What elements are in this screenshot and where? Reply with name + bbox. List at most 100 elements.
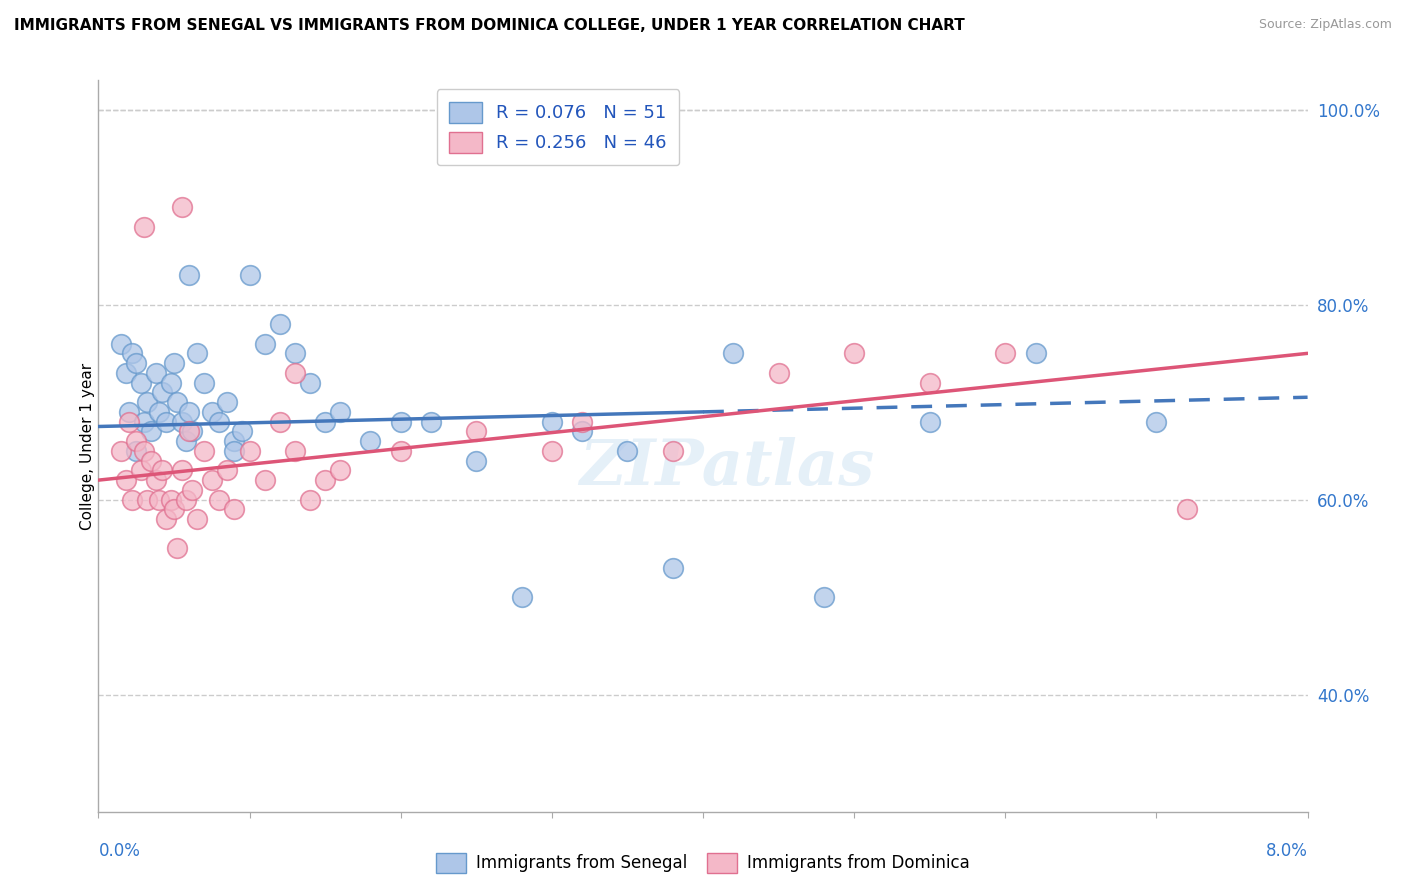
Point xyxy=(224,502,246,516)
Point xyxy=(166,395,188,409)
Point xyxy=(135,492,157,507)
Point xyxy=(141,425,163,439)
Point xyxy=(170,415,193,429)
Point xyxy=(329,463,352,477)
Point xyxy=(510,590,533,604)
Point xyxy=(813,590,835,604)
Point xyxy=(163,356,186,370)
Point xyxy=(163,502,186,516)
Legend: R = 0.076   N = 51, R = 0.256   N = 46: R = 0.076 N = 51, R = 0.256 N = 46 xyxy=(436,89,679,165)
Point xyxy=(132,219,155,234)
Point xyxy=(360,434,382,449)
Point xyxy=(224,434,246,449)
Point xyxy=(125,356,148,370)
Point xyxy=(193,443,215,458)
Point xyxy=(118,405,141,419)
Point xyxy=(208,415,231,429)
Point xyxy=(148,492,170,507)
Point xyxy=(723,346,745,360)
Point xyxy=(129,463,152,477)
Point xyxy=(389,443,412,458)
Point xyxy=(125,443,148,458)
Point xyxy=(174,434,197,449)
Point xyxy=(208,492,231,507)
Point xyxy=(1146,415,1168,429)
Point xyxy=(141,453,163,467)
Point xyxy=(160,376,183,390)
Point xyxy=(1024,346,1046,360)
Point xyxy=(179,268,201,283)
Point xyxy=(231,425,253,439)
Point xyxy=(114,473,136,487)
Point xyxy=(160,492,183,507)
Point xyxy=(571,415,593,429)
Point xyxy=(420,415,443,429)
Point xyxy=(314,473,336,487)
Text: 0.0%: 0.0% xyxy=(98,842,141,860)
Point xyxy=(170,463,193,477)
Point xyxy=(201,473,224,487)
Point xyxy=(132,443,155,458)
Point xyxy=(121,346,143,360)
Point xyxy=(150,385,173,400)
Point xyxy=(193,376,215,390)
Point xyxy=(299,376,322,390)
Point xyxy=(571,425,593,439)
Point xyxy=(540,443,562,458)
Point xyxy=(125,434,148,449)
Point xyxy=(284,346,307,360)
Point xyxy=(148,405,170,419)
Point xyxy=(329,405,352,419)
Point xyxy=(114,366,136,380)
Point xyxy=(540,415,562,429)
Point xyxy=(145,366,167,380)
Point xyxy=(314,415,336,429)
Point xyxy=(768,366,790,380)
Point xyxy=(994,346,1017,360)
Point xyxy=(181,425,204,439)
Point xyxy=(186,512,208,526)
Point xyxy=(253,473,276,487)
Text: 8.0%: 8.0% xyxy=(1265,842,1308,860)
Point xyxy=(616,443,638,458)
Y-axis label: College, Under 1 year: College, Under 1 year xyxy=(80,362,94,530)
Point xyxy=(135,395,157,409)
Point xyxy=(253,336,276,351)
Point xyxy=(145,473,167,487)
Point xyxy=(215,463,238,477)
Point xyxy=(1175,502,1198,516)
Text: ZIPatlas: ZIPatlas xyxy=(579,437,875,499)
Point xyxy=(179,425,201,439)
Point xyxy=(179,405,201,419)
Point xyxy=(121,492,143,507)
Point xyxy=(186,346,208,360)
Point xyxy=(299,492,322,507)
Point xyxy=(465,453,488,467)
Point xyxy=(284,443,307,458)
Point xyxy=(201,405,224,419)
Point xyxy=(129,376,152,390)
Legend: Immigrants from Senegal, Immigrants from Dominica: Immigrants from Senegal, Immigrants from… xyxy=(429,847,977,880)
Point xyxy=(170,200,193,214)
Text: IMMIGRANTS FROM SENEGAL VS IMMIGRANTS FROM DOMINICA COLLEGE, UNDER 1 YEAR CORREL: IMMIGRANTS FROM SENEGAL VS IMMIGRANTS FR… xyxy=(14,18,965,33)
Point xyxy=(239,268,262,283)
Point xyxy=(110,336,132,351)
Point xyxy=(269,317,291,331)
Point xyxy=(110,443,132,458)
Point xyxy=(132,415,155,429)
Point xyxy=(661,443,683,458)
Point xyxy=(844,346,866,360)
Point xyxy=(215,395,238,409)
Point xyxy=(661,561,683,575)
Point xyxy=(239,443,262,458)
Point xyxy=(155,512,177,526)
Point xyxy=(181,483,204,497)
Point xyxy=(224,443,246,458)
Text: Source: ZipAtlas.com: Source: ZipAtlas.com xyxy=(1258,18,1392,31)
Point xyxy=(166,541,188,556)
Point xyxy=(465,425,488,439)
Point xyxy=(118,415,141,429)
Point xyxy=(269,415,291,429)
Point xyxy=(284,366,307,380)
Point xyxy=(150,463,173,477)
